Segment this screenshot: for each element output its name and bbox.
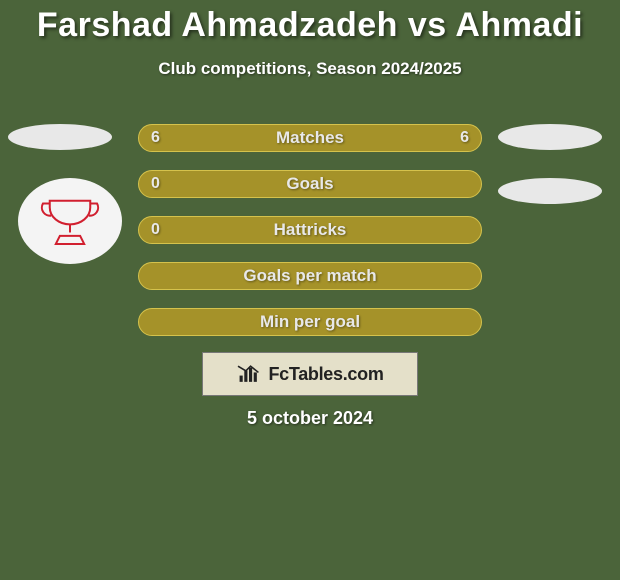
trophy-icon — [35, 194, 105, 248]
stat-label: Goals — [286, 174, 333, 194]
stat-row-matches: 6 Matches 6 — [138, 124, 482, 152]
stat-left-value: 0 — [151, 221, 160, 239]
page-subtitle: Club competitions, Season 2024/2025 — [0, 59, 620, 79]
decor-ellipse-left-top — [8, 124, 112, 150]
decor-ellipse-right-mid — [498, 178, 602, 204]
stat-label: Goals per match — [243, 266, 376, 286]
decor-ellipse-right-top — [498, 124, 602, 150]
page-title: Farshad Ahmadzadeh vs Ahmadi — [0, 0, 620, 45]
brand-watermark: FcTables.com — [202, 352, 418, 396]
stat-label: Min per goal — [260, 312, 360, 332]
footer-date: 5 october 2024 — [0, 408, 620, 429]
stats-table: 6 Matches 6 0 Goals 0 Hattricks Goals pe… — [138, 124, 482, 354]
stat-row-goals: 0 Goals — [138, 170, 482, 198]
stat-row-min-per-goal: Min per goal — [138, 308, 482, 336]
stat-row-goals-per-match: Goals per match — [138, 262, 482, 290]
stat-left-value: 6 — [151, 129, 160, 147]
stat-right-value: 6 — [460, 129, 469, 147]
brand-text: FcTables.com — [268, 364, 383, 385]
stat-row-hattricks: 0 Hattricks — [138, 216, 482, 244]
stat-left-value: 0 — [151, 175, 160, 193]
stat-label: Matches — [276, 128, 344, 148]
team-badge — [18, 178, 122, 264]
bar-chart-icon — [236, 363, 262, 385]
stat-label: Hattricks — [274, 220, 347, 240]
